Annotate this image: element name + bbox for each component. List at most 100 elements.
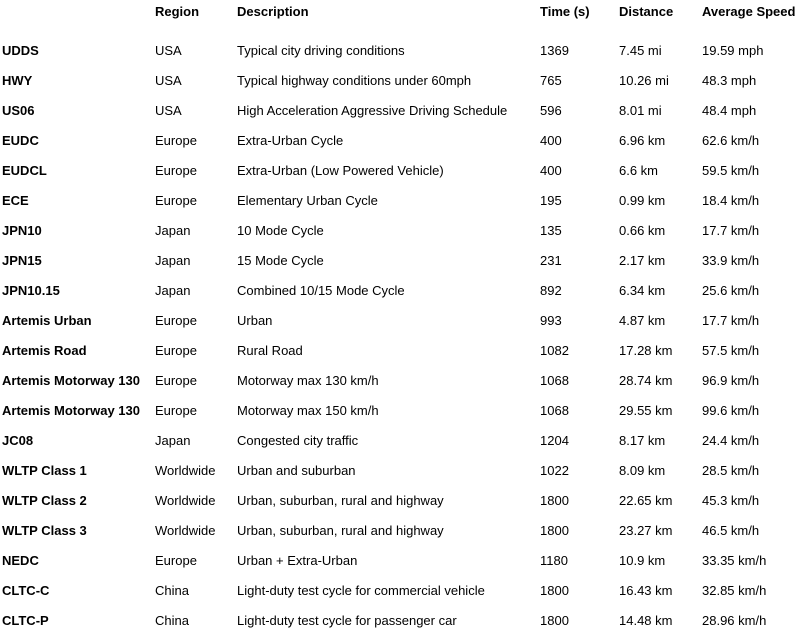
cell-distance: 6.6 km bbox=[619, 163, 659, 178]
table-row: US06 USA High Acceleration Aggressive Driv… bbox=[0, 101, 798, 121]
cell-time: 135 bbox=[540, 223, 562, 238]
cell-average-speed: 19.59 mph bbox=[702, 43, 764, 58]
header-description: Description bbox=[237, 4, 309, 19]
cell-cycle-name: CLTC-P bbox=[2, 613, 49, 628]
cell-description: Urban + Extra-Urban bbox=[237, 553, 358, 568]
cell-time: 231 bbox=[540, 253, 562, 268]
cell-region: Worldwide bbox=[155, 523, 216, 538]
cell-time: 596 bbox=[540, 103, 562, 118]
cell-description: Rural Road bbox=[237, 343, 303, 358]
cell-cycle-name: EUDC bbox=[2, 133, 39, 148]
cell-cycle-name: NEDC bbox=[2, 553, 39, 568]
cell-distance: 14.48 km bbox=[619, 613, 673, 628]
cell-distance: 16.43 km bbox=[619, 583, 673, 598]
cell-description: Motorway max 150 km/h bbox=[237, 403, 379, 418]
cell-description: Light-duty test cycle for commercial veh… bbox=[237, 583, 485, 598]
cell-description: Congested city traffic bbox=[237, 433, 359, 448]
cell-time: 1800 bbox=[540, 493, 569, 508]
cell-description: Extra-Urban (Low Powered Vehicle) bbox=[237, 163, 444, 178]
cell-time: 1022 bbox=[540, 463, 569, 478]
cell-average-speed: 59.5 km/h bbox=[702, 163, 760, 178]
header-region: Region bbox=[155, 4, 200, 19]
cell-average-speed: 48.4 mph bbox=[702, 103, 757, 118]
cell-time: 1800 bbox=[540, 523, 569, 538]
cell-time: 892 bbox=[540, 283, 562, 298]
cell-description: Urban and suburban bbox=[237, 463, 356, 478]
cell-cycle-name: HWY bbox=[2, 73, 33, 88]
cell-average-speed: 57.5 km/h bbox=[702, 343, 760, 358]
cell-distance: 7.45 mi bbox=[619, 43, 662, 58]
cell-time: 400 bbox=[540, 133, 562, 148]
cell-average-speed: 32.85 km/h bbox=[702, 583, 767, 598]
table-row: NEDC Europe Urban + Extra-Urban 1180 10.9 km… bbox=[0, 551, 798, 571]
cell-region: Japan bbox=[155, 253, 191, 268]
cell-time: 195 bbox=[540, 193, 562, 208]
cell-distance: 22.65 km bbox=[619, 493, 673, 508]
cell-time: 1369 bbox=[540, 43, 569, 58]
table-row: Artemis Motorway 130 Europe Motorway max 1… bbox=[0, 371, 798, 391]
table-row: JPN15 Japan 15 Mode Cycle 231 2.17 km 33.9 km… bbox=[0, 251, 798, 271]
cell-region: China bbox=[155, 583, 189, 598]
cell-description: 15 Mode Cycle bbox=[237, 253, 324, 268]
cell-distance: 4.87 km bbox=[619, 313, 666, 328]
table-row: Artemis Urban Europe Urban 993 4.87 km 17.7 k… bbox=[0, 311, 798, 331]
cell-description: 10 Mode Cycle bbox=[237, 223, 324, 238]
cell-time: 993 bbox=[540, 313, 562, 328]
cell-region: Europe bbox=[155, 313, 197, 328]
cell-time: 400 bbox=[540, 163, 562, 178]
cell-average-speed: 17.7 km/h bbox=[702, 223, 760, 238]
table-row: CLTC-P China Light-duty test cycle for pas… bbox=[0, 611, 798, 631]
table-row: CLTC-C China Light-duty test cycle for com… bbox=[0, 581, 798, 601]
cell-cycle-name: JC08 bbox=[2, 433, 34, 448]
cell-average-speed: 28.5 km/h bbox=[702, 463, 760, 478]
cell-time: 1204 bbox=[540, 433, 569, 448]
cell-region: Europe bbox=[155, 343, 197, 358]
cell-region: Europe bbox=[155, 373, 197, 388]
cell-distance: 17.28 km bbox=[619, 343, 673, 358]
cell-description: Typical highway conditions under 60mph bbox=[237, 73, 472, 88]
table-row: JC08 Japan Congested city traffic 1204 8.17 … bbox=[0, 431, 798, 451]
cell-region: USA bbox=[155, 73, 182, 88]
cell-distance: 8.01 mi bbox=[619, 103, 662, 118]
cell-cycle-name: JPN10.15 bbox=[2, 283, 60, 298]
cell-average-speed: 62.6 km/h bbox=[702, 133, 760, 148]
table-row: JPN10.15 Japan Combined 10/15 Mode Cycle 89… bbox=[0, 281, 798, 301]
cell-region: China bbox=[155, 613, 189, 628]
table-row: WLTP Class 3 Worldwide Urban, suburban, ru… bbox=[0, 521, 798, 541]
cell-average-speed: 24.4 km/h bbox=[702, 433, 760, 448]
table-row: EUDC Europe Extra-Urban Cycle 400 6.96 km 62.… bbox=[0, 131, 798, 151]
cell-time: 1800 bbox=[540, 583, 569, 598]
cell-region: Worldwide bbox=[155, 463, 216, 478]
table-row: WLTP Class 1 Worldwide Urban and suburban 1… bbox=[0, 461, 798, 481]
cell-region: Europe bbox=[155, 133, 197, 148]
cell-description: Combined 10/15 Mode Cycle bbox=[237, 283, 405, 298]
cell-region: USA bbox=[155, 43, 182, 58]
table-row: ECE Europe Elementary Urban Cycle 195 0.99 k… bbox=[0, 191, 798, 211]
cell-description: Typical city driving conditions bbox=[237, 43, 405, 58]
table-row: Artemis Motorway 130 Europe Motorway max 1… bbox=[0, 401, 798, 421]
cell-average-speed: 99.6 km/h bbox=[702, 403, 760, 418]
cell-distance: 28.74 km bbox=[619, 373, 673, 388]
cell-average-speed: 28.96 km/h bbox=[702, 613, 767, 628]
cell-average-speed: 46.5 km/h bbox=[702, 523, 760, 538]
cell-region: Europe bbox=[155, 163, 197, 178]
cell-cycle-name: Artemis Road bbox=[2, 343, 87, 358]
cell-cycle-name: WLTP Class 2 bbox=[2, 493, 87, 508]
cell-description: Motorway max 130 km/h bbox=[237, 373, 379, 388]
cell-distance: 6.34 km bbox=[619, 283, 666, 298]
cell-average-speed: 33.9 km/h bbox=[702, 253, 760, 268]
table-row: HWY USA Typical highway conditions under 6… bbox=[0, 71, 798, 91]
cell-cycle-name: US06 bbox=[2, 103, 35, 118]
cell-description: Light-duty test cycle for passenger car bbox=[237, 613, 457, 628]
cell-distance: 0.66 km bbox=[619, 223, 666, 238]
cell-distance: 23.27 km bbox=[619, 523, 673, 538]
cell-region: Japan bbox=[155, 433, 191, 448]
cell-average-speed: 45.3 km/h bbox=[702, 493, 760, 508]
cell-description: Urban bbox=[237, 313, 273, 328]
cell-distance: 8.09 km bbox=[619, 463, 666, 478]
cell-description: Urban, suburban, rural and highway bbox=[237, 493, 444, 508]
header-time: Time (s) bbox=[540, 4, 590, 19]
cell-cycle-name: ECE bbox=[2, 193, 29, 208]
cell-average-speed: 48.3 mph bbox=[702, 73, 757, 88]
cell-average-speed: 17.7 km/h bbox=[702, 313, 760, 328]
